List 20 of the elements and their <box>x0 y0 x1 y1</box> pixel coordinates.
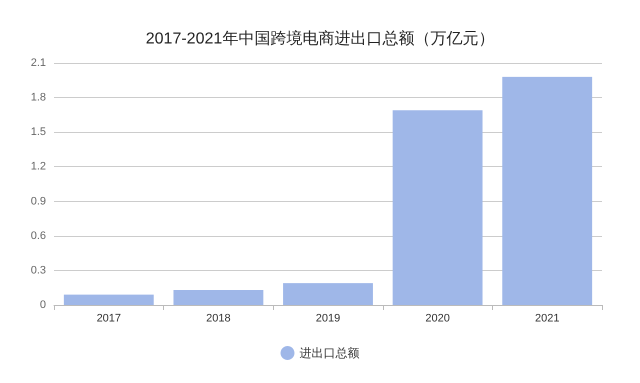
bar <box>392 110 483 305</box>
y-tick-label: 2.1 <box>30 57 46 69</box>
y-tick-label: 0.9 <box>30 195 46 208</box>
x-tick-label: 2018 <box>206 312 231 324</box>
chart-title: 2017-2021年中国跨境电商进出口总额（万亿元） <box>146 30 494 48</box>
x-tick-label: 2017 <box>96 312 122 324</box>
bar <box>173 290 264 305</box>
y-tick-label: 1.2 <box>30 160 46 173</box>
bar <box>64 294 154 305</box>
bar <box>502 76 592 305</box>
x-tick-label: 2019 <box>316 312 340 324</box>
bar <box>283 283 373 305</box>
y-tick-label: 1.5 <box>30 126 46 138</box>
x-tick-label: 2020 <box>425 312 450 324</box>
y-tick-label: 0.3 <box>30 264 46 276</box>
y-tick-label: 0.6 <box>30 230 46 242</box>
y-tick-label: 0 <box>40 299 46 311</box>
legend-label: 进出口总额 <box>300 346 360 360</box>
x-tick-label: 2021 <box>534 312 560 324</box>
y-tick-label: 1.8 <box>30 92 46 104</box>
